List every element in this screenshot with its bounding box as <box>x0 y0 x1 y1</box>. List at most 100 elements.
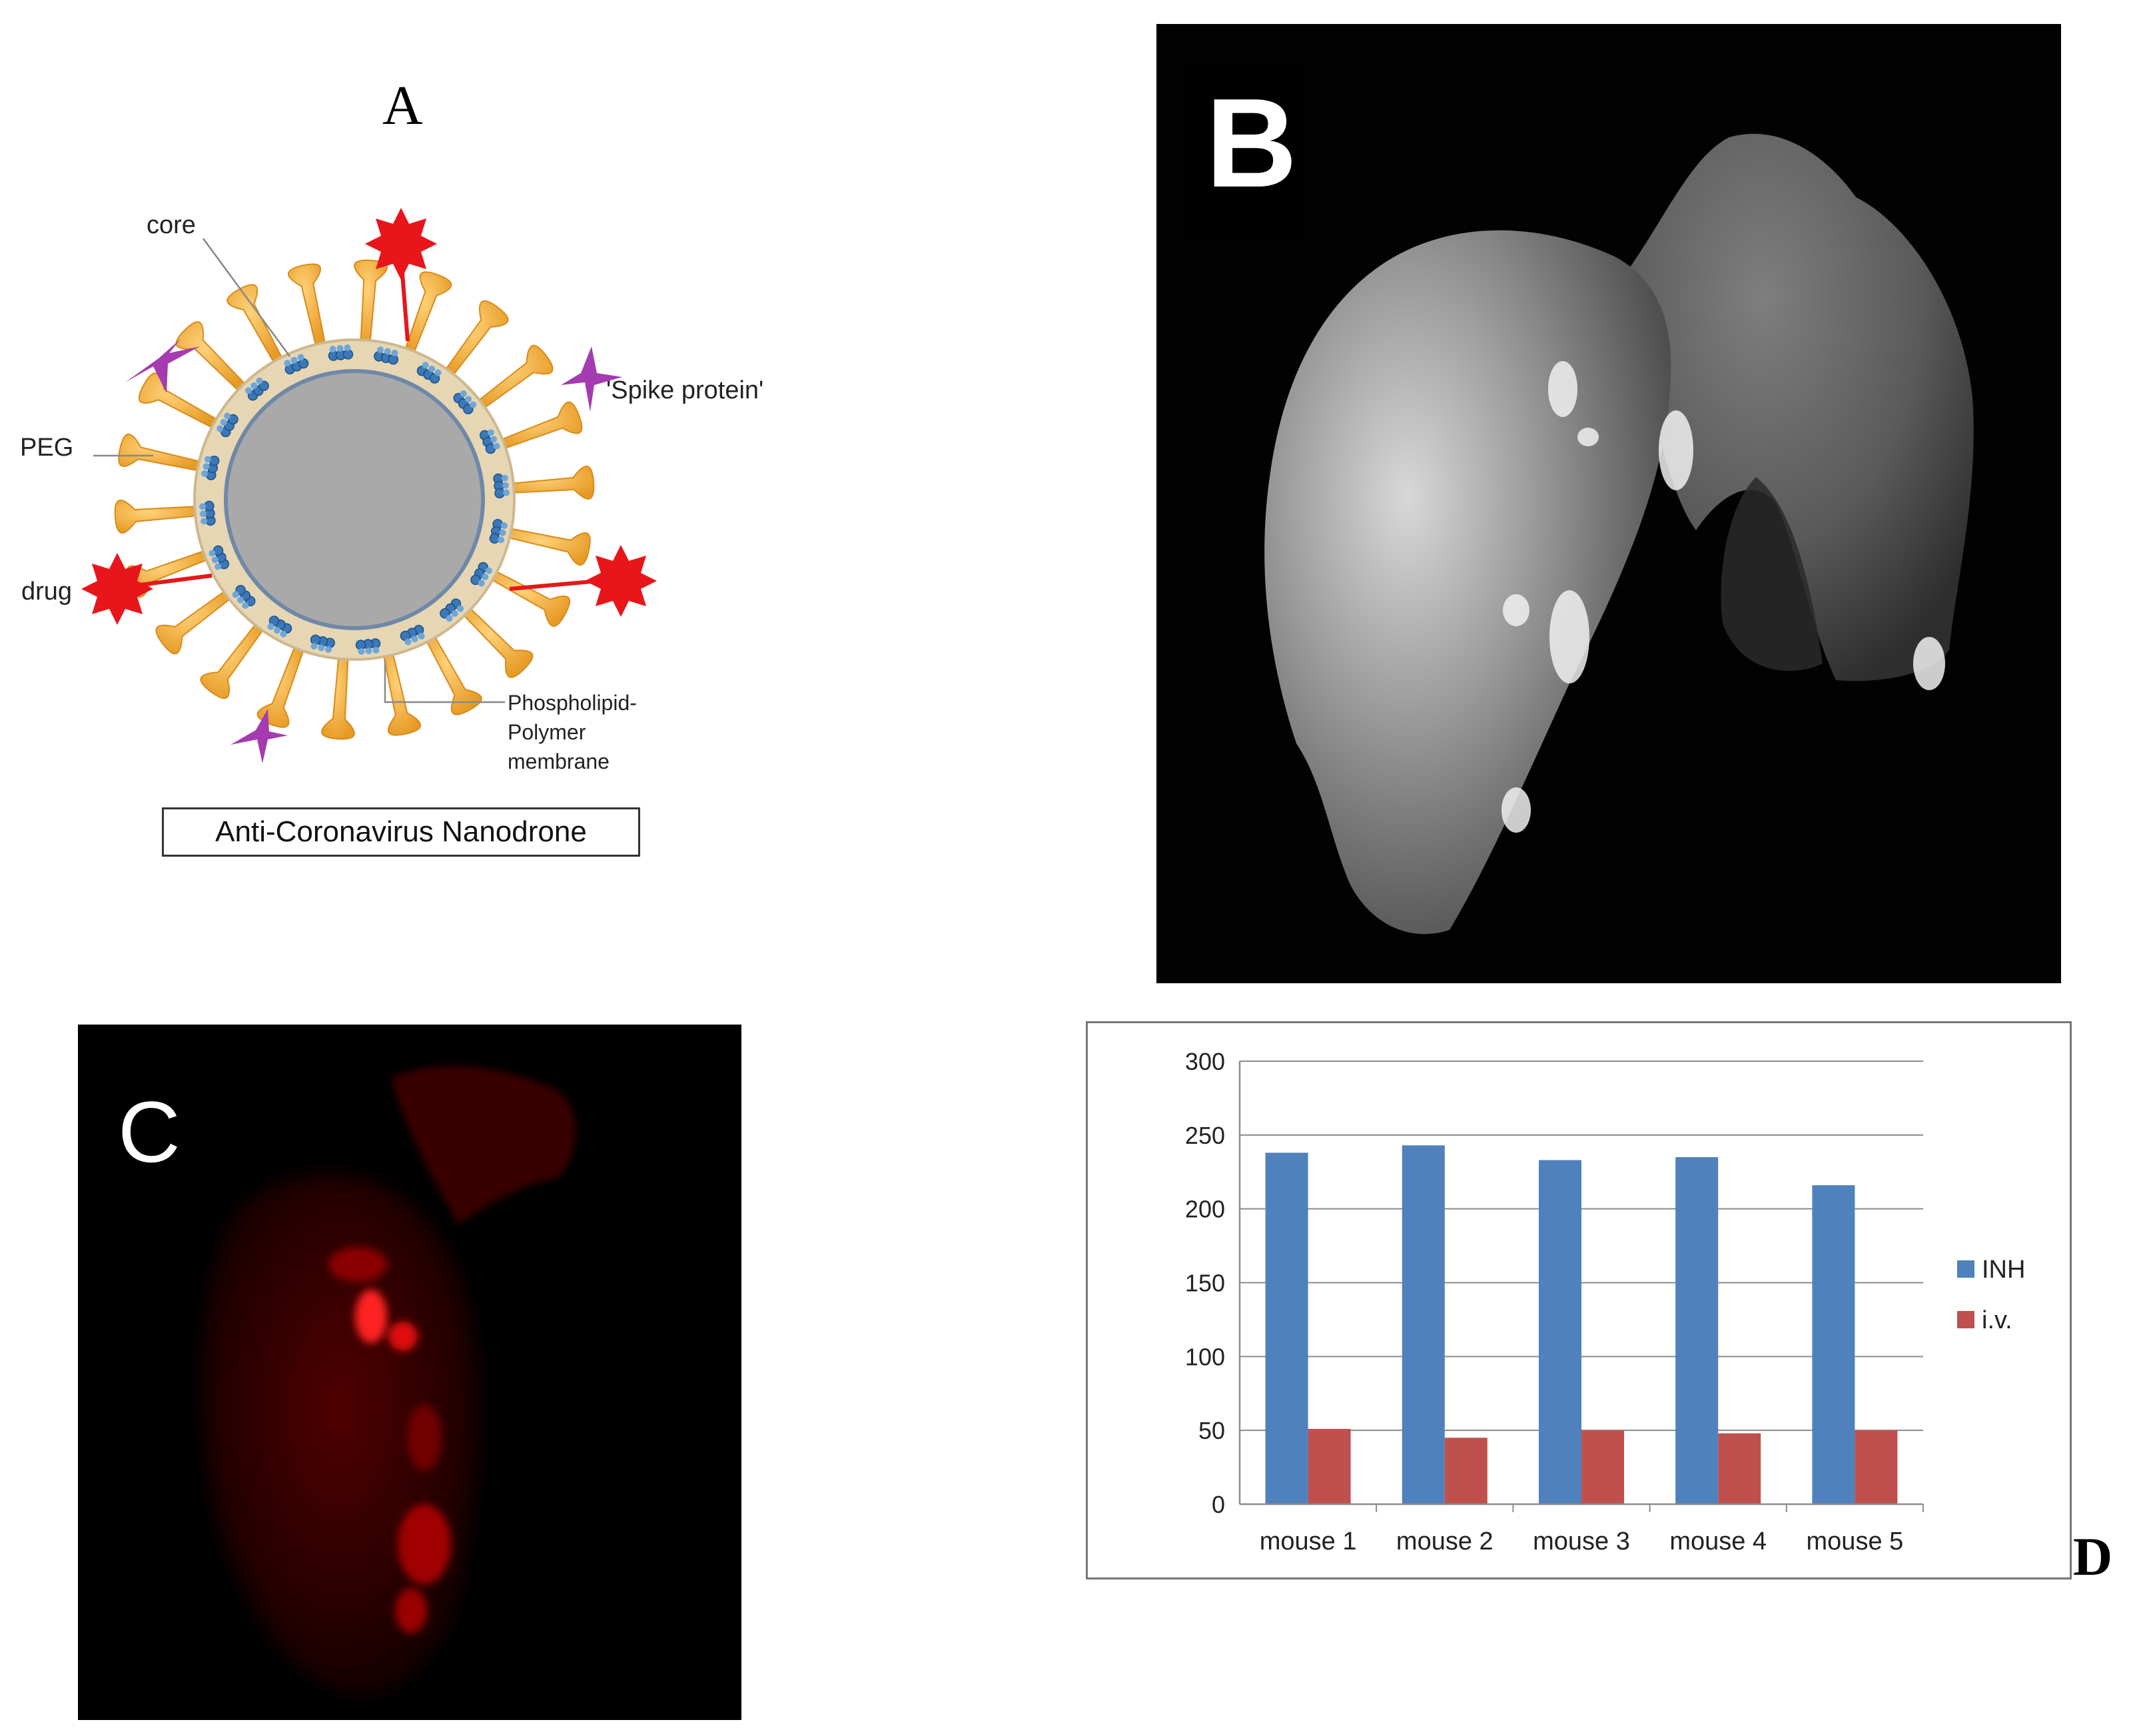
lipid-molecule <box>355 638 381 655</box>
lipid-molecule <box>470 562 492 587</box>
x-tick-labels: mouse 1 mouse 2 mouse 3 mouse 4 mouse 5 <box>1260 1527 1904 1555</box>
nanodrone-diagram: core PEG drug 'Spike protein' Phospholip… <box>20 208 763 773</box>
peg-chain <box>256 644 305 728</box>
lipid-molecule <box>310 634 335 653</box>
peg-chain <box>489 570 571 627</box>
bar-inh <box>1539 1160 1581 1504</box>
membrane-label-line3: membrane <box>508 749 610 773</box>
bar-iv <box>1581 1430 1624 1504</box>
peg-chain <box>200 622 265 699</box>
peg-chain <box>138 372 220 430</box>
peg-chain <box>175 321 248 393</box>
legend-swatch <box>1957 1260 1974 1278</box>
panel-a: A <box>0 0 866 933</box>
peg-chain <box>499 401 583 450</box>
lipid-molecule <box>216 412 238 438</box>
y-tick-label: 100 <box>1185 1343 1225 1370</box>
bright-spots <box>1501 361 1945 833</box>
lipid-molecule <box>453 390 477 414</box>
peg-chain <box>288 263 326 348</box>
fluorescence-organ-image <box>78 1025 741 1720</box>
peg-chain <box>118 433 203 472</box>
peg-chain <box>424 634 482 715</box>
lipid-molecule <box>416 362 442 384</box>
y-tick-labels: 0 50 100 150 200 250 300 <box>1185 1048 1225 1518</box>
lipid-molecule <box>440 598 464 622</box>
core-label: core <box>147 211 196 239</box>
grayscale-organ-image <box>1156 24 2061 983</box>
bar-iv <box>1308 1428 1351 1504</box>
bar-inh <box>1402 1145 1445 1504</box>
x-tick-label: mouse 5 <box>1807 1527 1904 1555</box>
chart-bars <box>1265 1145 1898 1504</box>
drug-star-top <box>365 208 437 280</box>
panel-b-organ-photo: B <box>1156 24 2061 983</box>
x-tick-label: mouse 1 <box>1260 1527 1357 1555</box>
panel-d-chart-frame: 0 50 100 150 200 250 300 mouse 1 mouse 2 mouse 3… <box>1086 1021 2072 1579</box>
panel-a-letter: A <box>382 75 423 137</box>
peg-chain <box>354 259 388 344</box>
bar-iv <box>1855 1430 1898 1504</box>
peg-label: PEG <box>20 434 73 462</box>
peg-chain <box>404 271 452 355</box>
spike-proteins <box>125 338 622 763</box>
spike-protein-right <box>561 346 622 412</box>
peg-chain <box>506 527 591 566</box>
peg-chain <box>461 606 534 678</box>
spike-protein-topleft <box>125 338 200 393</box>
drug-star-right <box>585 545 657 617</box>
y-tick-label: 300 <box>1185 1048 1225 1075</box>
panel-b-letter-box <box>1186 65 1306 238</box>
bar-inh <box>1812 1185 1855 1504</box>
drug-label: drug <box>21 578 72 606</box>
leader-lines <box>93 238 505 703</box>
spike-protein-bottom <box>230 709 288 763</box>
membrane-label-line1: Phospholipid- <box>508 691 637 715</box>
bar-iv <box>1718 1433 1761 1504</box>
panel-c-letter: C <box>118 1083 181 1180</box>
fluorescent-hotspots <box>328 1247 451 1633</box>
legend-swatch <box>1957 1311 1974 1328</box>
lipid-molecule <box>374 346 399 365</box>
peg-chain <box>226 284 284 365</box>
peg-chain <box>321 655 355 740</box>
lipid-molecule <box>328 344 354 361</box>
panel-c-fluorescence-photo: C <box>78 1025 741 1720</box>
legend-label: i.v. <box>1982 1306 2012 1334</box>
peg-chain <box>444 300 509 378</box>
lipid-molecule <box>244 377 269 401</box>
lipid-molecule <box>209 545 230 570</box>
core-sphere <box>224 369 485 630</box>
x-tick-label: mouse 4 <box>1669 1527 1767 1555</box>
legend-label: INH <box>1982 1256 2025 1284</box>
lipid-molecules <box>199 344 510 655</box>
peg-chain <box>114 500 199 534</box>
panel-d-letter: D <box>2073 1526 2113 1587</box>
chart-legend: INH i.v. <box>1957 1256 2025 1334</box>
lipid-molecule <box>201 455 220 480</box>
bar-iv <box>1444 1438 1488 1504</box>
peg-chain <box>476 344 554 410</box>
peg-chain <box>155 589 232 655</box>
y-tick-label: 150 <box>1185 1270 1225 1297</box>
lipid-molecule <box>199 500 216 526</box>
lipid-molecule <box>232 585 256 610</box>
chart-axes <box>1238 1061 1924 1512</box>
membrane-label-line2: Polymer <box>508 720 586 744</box>
drug-star-left <box>81 553 153 625</box>
bar-chart: 0 50 100 150 200 250 300 mouse 1 mouse 2 mouse 3… <box>1185 1048 2026 1555</box>
bar-inh <box>1675 1157 1719 1504</box>
y-tick-label: 0 <box>1212 1491 1225 1518</box>
peg-chain <box>510 466 595 500</box>
y-tick-label: 250 <box>1185 1122 1225 1149</box>
y-tick-label: 50 <box>1198 1417 1225 1444</box>
nanodrone-caption: Anti-Coronavirus Nanodrone <box>162 807 640 857</box>
lipid-molecule <box>267 616 292 638</box>
lipid-molecule <box>489 519 508 544</box>
lipid-molecule <box>479 429 500 454</box>
x-tick-label: mouse 3 <box>1533 1527 1630 1555</box>
lipid-molecule <box>400 624 425 646</box>
panel-b-letter: B <box>1206 73 1298 214</box>
y-tick-label: 200 <box>1185 1196 1225 1223</box>
peg-chains <box>114 259 595 740</box>
